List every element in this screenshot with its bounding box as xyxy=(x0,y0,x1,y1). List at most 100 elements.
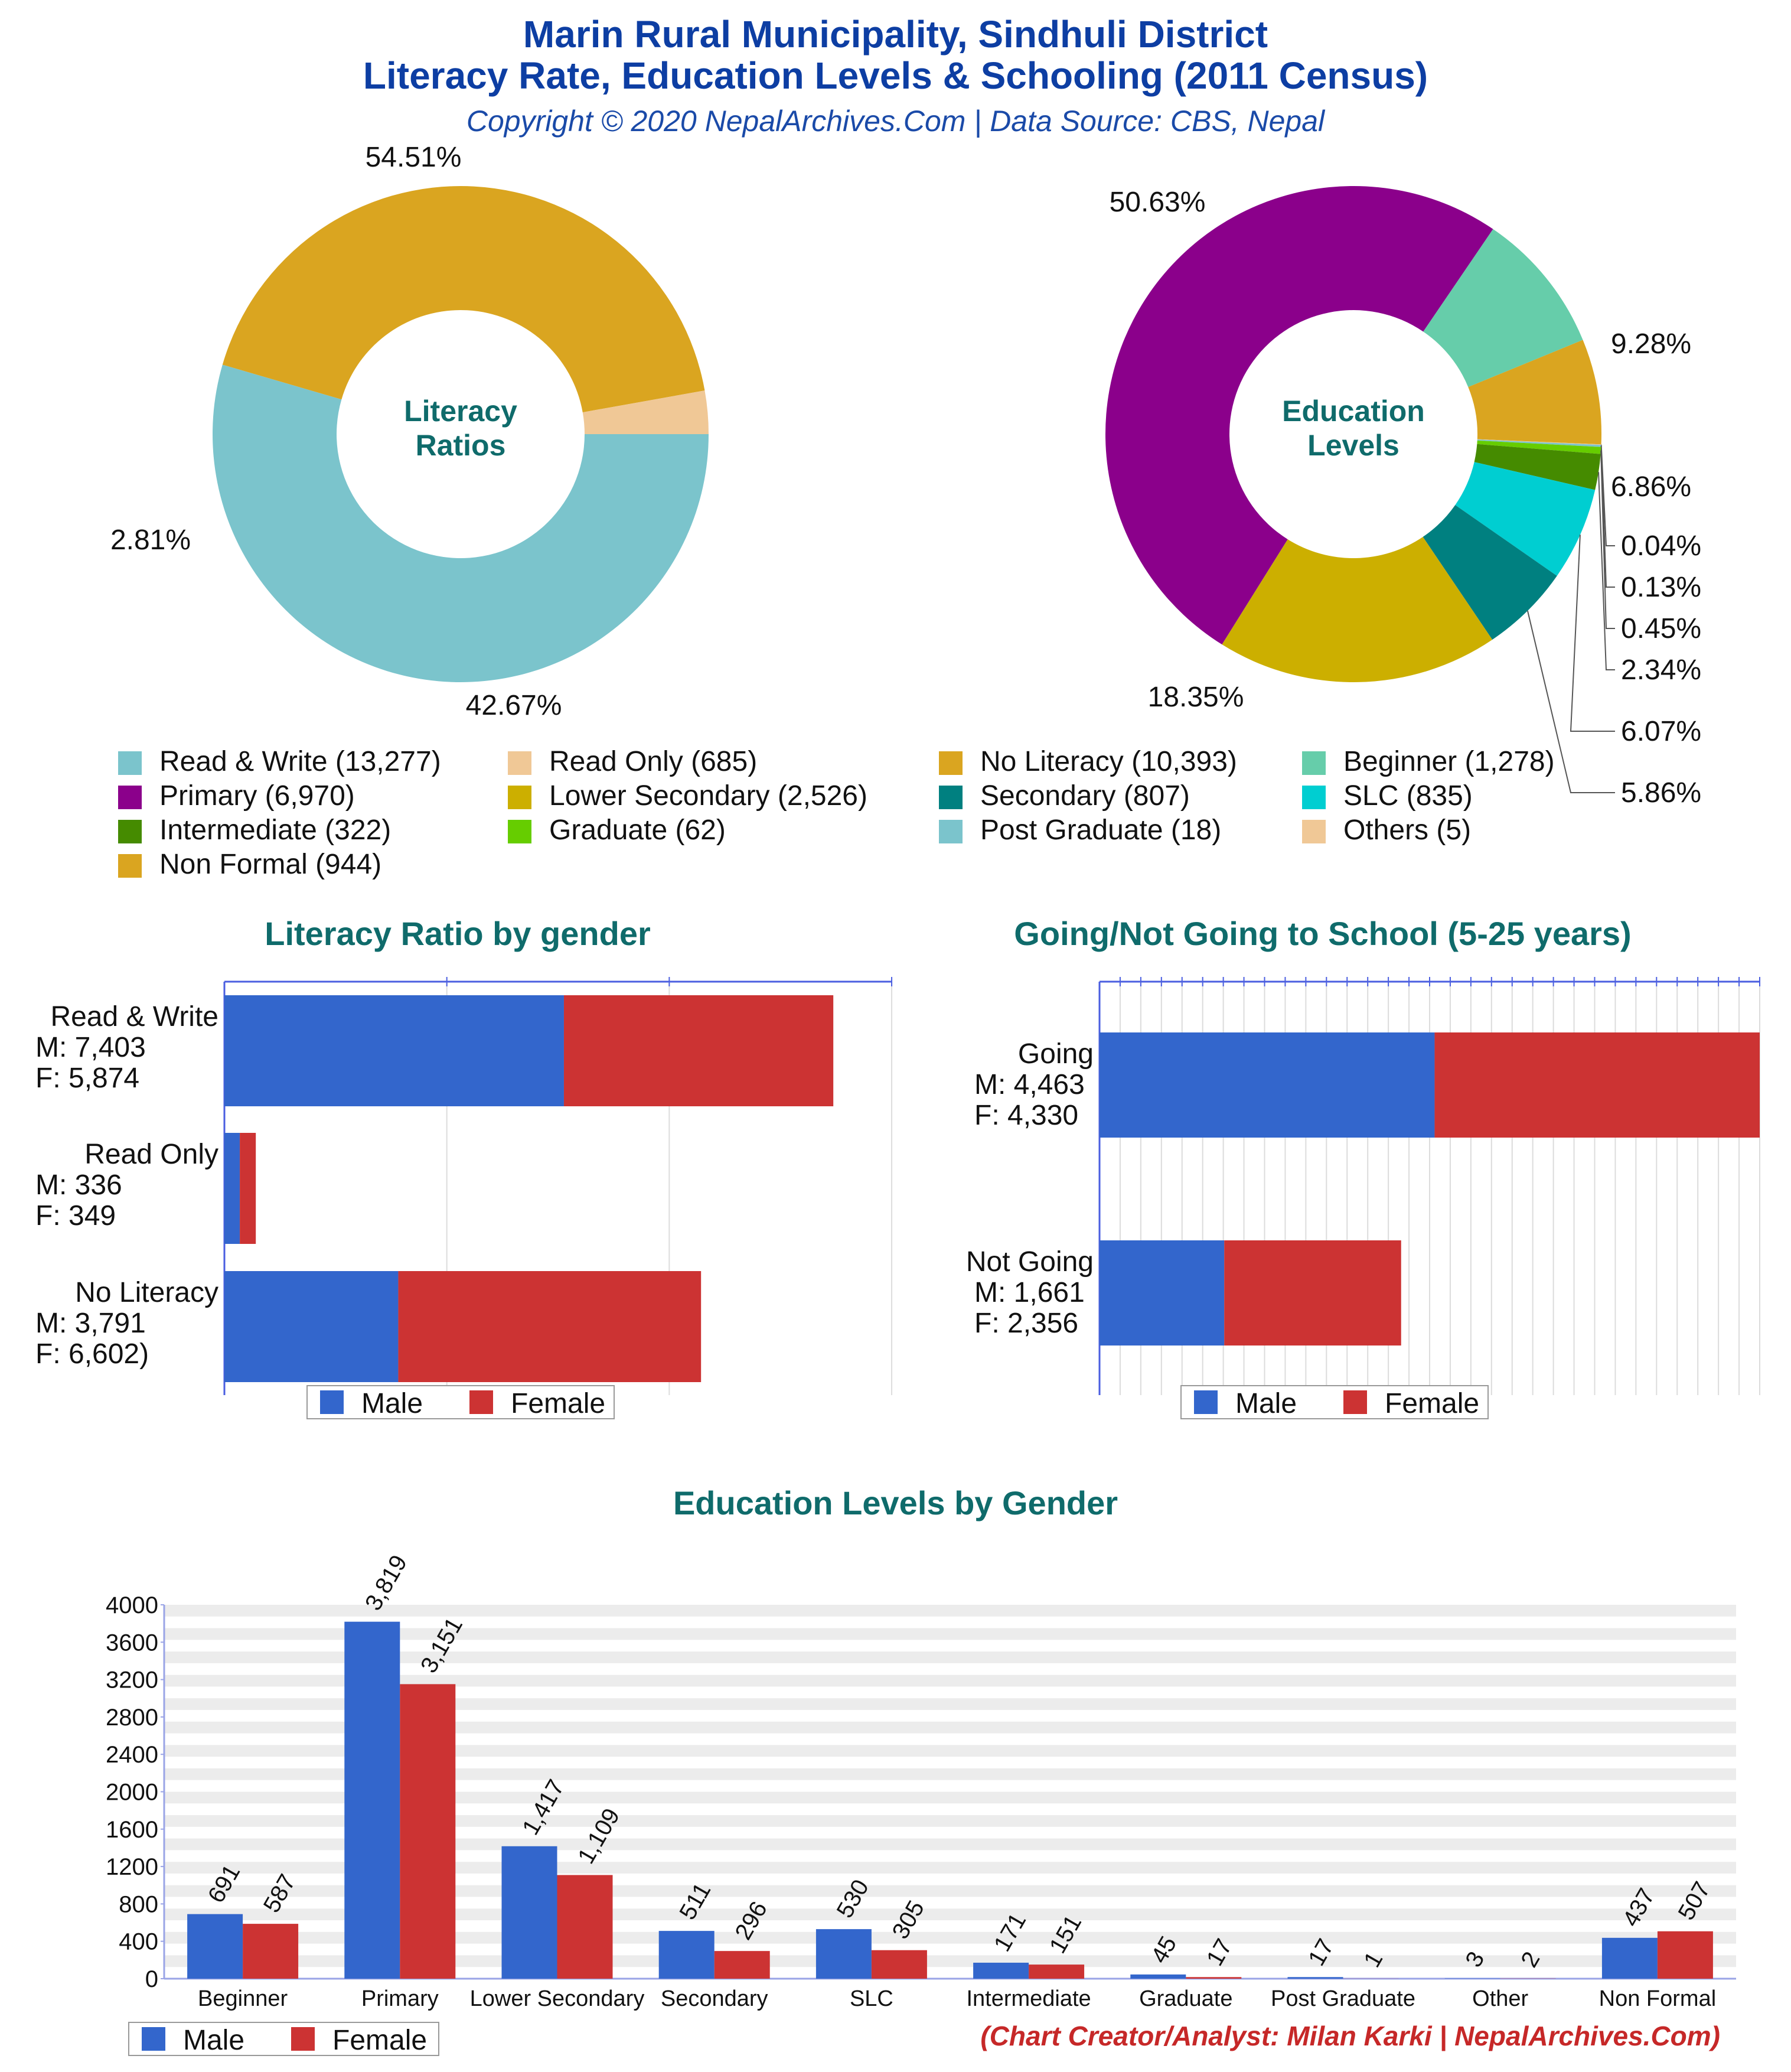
pct-label-others: 0.04% xyxy=(1621,530,1701,562)
category-label: Not Going xyxy=(966,1246,1094,1278)
y-tick-label: 400 xyxy=(119,1929,158,1955)
school-title: Going/Not Going to School (5-25 years) xyxy=(1014,915,1632,952)
center-label-line2: Levels xyxy=(1307,429,1399,462)
legend-swatch xyxy=(118,820,142,843)
slice-primary xyxy=(1105,186,1493,645)
legend-swatch xyxy=(1302,786,1326,809)
bar-male-secondary xyxy=(658,1931,715,1979)
category-label: Read & Write xyxy=(50,1001,218,1032)
legend-swatch-male xyxy=(142,2027,165,2051)
legend-swatch-male xyxy=(320,1390,344,1414)
value-label: F: 5,874 xyxy=(35,1063,139,1094)
category-label: Going xyxy=(1018,1038,1094,1070)
center-label-line2: Ratios xyxy=(416,429,506,462)
legend-swatch xyxy=(508,820,531,843)
legend-label-female: Female xyxy=(1385,1388,1479,1419)
legend-swatch-female xyxy=(469,1390,493,1414)
bar-male-not-going xyxy=(1100,1240,1225,1346)
legend-swatch xyxy=(118,854,142,878)
legend-swatch-male xyxy=(1194,1390,1218,1414)
leader-post-graduate xyxy=(1600,445,1615,588)
bar-female-slc xyxy=(871,1950,927,1979)
value-label: M: 1,661 xyxy=(974,1277,1085,1308)
legend-label: Secondary (807) xyxy=(980,780,1190,812)
slice-post-graduate xyxy=(1477,439,1601,447)
slice-others xyxy=(1477,439,1601,445)
y-tick-label: 800 xyxy=(119,1891,158,1917)
leader-intermediate xyxy=(1598,472,1615,670)
pct-label-post-graduate: 0.13% xyxy=(1621,572,1701,603)
slice-beginner xyxy=(1423,229,1583,387)
x-tick-label: Post Graduate xyxy=(1271,1986,1415,2011)
data-label: 3,151 xyxy=(416,1613,468,1677)
legend-swatch xyxy=(508,751,531,775)
x-tick-label: Primary xyxy=(361,1986,439,2011)
legend-box xyxy=(306,1385,615,1419)
value-label: F: 349 xyxy=(35,1200,116,1232)
slice-slc xyxy=(1455,462,1596,576)
bar-female-secondary xyxy=(714,1951,770,1979)
bar-female-beginner xyxy=(243,1924,299,1979)
bar-female-read-write xyxy=(563,995,834,1106)
slice-intermediate xyxy=(1474,444,1601,490)
bar-male-read-only xyxy=(224,1133,240,1244)
grid-band xyxy=(164,1628,1736,1640)
leader-graduate xyxy=(1600,450,1615,629)
pct-label-non-formal: 6.86% xyxy=(1611,471,1691,503)
legend-swatch xyxy=(508,786,531,809)
leader-slc xyxy=(1570,535,1615,732)
pct-label-slc: 6.07% xyxy=(1621,716,1701,747)
education-gender-title: Education Levels by Gender xyxy=(673,1484,1118,1522)
slice-no-literacy xyxy=(222,185,705,413)
grid-band xyxy=(164,1791,1736,1804)
slice-read-write xyxy=(213,364,709,683)
education-donut: 50.63% 9.28% 6.86% 0.04% 0.13% 0.45% 2.34% 6.07… xyxy=(1105,186,1701,809)
bar-female-no-literacy xyxy=(398,1271,702,1382)
x-tick-label: Secondary xyxy=(661,1986,768,2011)
pct-label-lower-secondary: 18.35% xyxy=(1148,682,1244,713)
legend-swatch xyxy=(939,751,963,775)
legend-label-male: Male xyxy=(1235,1388,1297,1419)
legend-box xyxy=(1180,1385,1489,1419)
legend-label: Post Graduate (18) xyxy=(980,815,1222,846)
slice-secondary xyxy=(1423,504,1557,640)
bar-male-slc xyxy=(815,1929,872,1979)
data-label: 1,417 xyxy=(517,1775,569,1840)
y-tick-label: 2800 xyxy=(106,1705,158,1731)
leader-secondary xyxy=(1526,610,1615,793)
bar-male-read-write xyxy=(224,995,564,1106)
pct-label-secondary: 5.86% xyxy=(1621,777,1701,809)
data-label: 1,109 xyxy=(573,1804,625,1868)
legend-label: Graduate (62) xyxy=(549,815,726,846)
y-tick-label: 0 xyxy=(145,1966,158,1992)
bar-male-no-literacy xyxy=(224,1271,399,1382)
legend-label-female: Female xyxy=(511,1388,605,1419)
legend-label-male: Male xyxy=(183,2025,244,2056)
bar-male-lower-secondary xyxy=(501,1846,557,1979)
grid-band xyxy=(164,1721,1736,1734)
y-tick-label: 4000 xyxy=(106,1592,158,1618)
y-tick-label: 2400 xyxy=(106,1742,158,1768)
bar-female-lower-secondary xyxy=(557,1875,613,1979)
legend-label: Lower Secondary (2,526) xyxy=(549,780,867,812)
pct-label-graduate: 0.45% xyxy=(1621,613,1701,644)
legend-swatch xyxy=(118,786,142,809)
grid-band xyxy=(164,1651,1736,1663)
y-tick-label: 3600 xyxy=(106,1630,158,1656)
legend-swatch-female xyxy=(1343,1390,1367,1414)
footer-credit: (Chart Creator/Analyst: Milan Karki | Ne… xyxy=(980,2021,1720,2051)
legend-label: SLC (835) xyxy=(1343,780,1473,812)
data-label: 3 xyxy=(1460,1947,1489,1972)
value-label: F: 4,330 xyxy=(974,1100,1078,1131)
x-tick-label: SLC xyxy=(850,1986,893,2011)
category-label: No Literacy xyxy=(75,1277,218,1308)
y-tick-label: 1200 xyxy=(106,1854,158,1880)
value-label: M: 4,463 xyxy=(974,1069,1085,1100)
x-tick-label: Beginner xyxy=(198,1986,288,2011)
value-label: M: 7,403 xyxy=(35,1032,146,1063)
category-label: Read Only xyxy=(84,1139,218,1170)
bar-male-intermediate xyxy=(973,1962,1029,1979)
